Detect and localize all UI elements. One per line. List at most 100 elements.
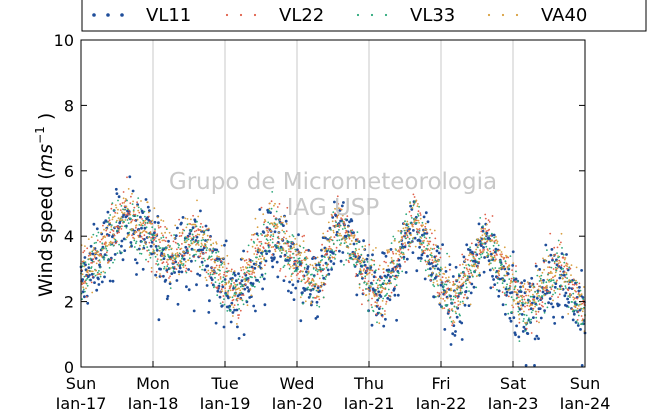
data-point (537, 300, 540, 302)
data-point (93, 281, 96, 284)
data-point (199, 266, 201, 268)
data-point (477, 265, 479, 268)
data-point (238, 308, 241, 310)
data-point (528, 308, 530, 311)
data-point (394, 278, 397, 281)
data-point (497, 278, 499, 280)
data-point (267, 234, 270, 237)
data-point (280, 252, 283, 254)
data-point (301, 293, 303, 296)
data-point (344, 227, 346, 230)
data-point (267, 231, 270, 234)
data-point (201, 248, 205, 252)
data-point (210, 258, 213, 261)
data-point (267, 227, 270, 230)
data-point (112, 233, 115, 236)
data-point (385, 283, 388, 286)
y-tick-label: 0 (64, 358, 74, 377)
data-point (278, 248, 280, 250)
data-point (410, 223, 413, 226)
data-point (440, 279, 443, 282)
data-point (434, 259, 437, 262)
data-point (405, 233, 408, 236)
data-point (82, 260, 85, 263)
data-point (445, 292, 447, 294)
data-point (543, 309, 546, 312)
data-point (223, 263, 226, 265)
data-point (478, 257, 481, 260)
data-point (552, 254, 555, 257)
data-point (513, 288, 516, 291)
data-point (425, 228, 428, 231)
data-point (204, 259, 206, 262)
data-point (146, 221, 149, 224)
data-point (316, 295, 318, 298)
data-point (287, 245, 290, 247)
legend-marker (515, 13, 519, 17)
data-point (436, 263, 439, 266)
legend-label-VL11: VL11 (146, 5, 191, 26)
data-point (213, 286, 215, 289)
data-point (201, 264, 204, 267)
data-point (166, 294, 170, 298)
watermark: Grupo de Micrometeorologia IAG USP (169, 169, 497, 221)
data-point (568, 266, 571, 269)
data-point (338, 234, 341, 237)
data-point (407, 223, 410, 226)
data-point (144, 222, 147, 224)
data-point (203, 245, 206, 248)
data-point (246, 271, 248, 274)
data-point (179, 263, 182, 266)
data-point (147, 211, 150, 214)
data-point (487, 249, 489, 252)
data-point (341, 251, 345, 254)
data-point (291, 234, 294, 236)
data-point (555, 269, 558, 272)
data-point (580, 307, 583, 310)
data-point (95, 235, 98, 237)
data-point (202, 257, 205, 260)
data-point (570, 274, 572, 276)
data-point (357, 261, 359, 263)
legend-marker (356, 13, 360, 17)
data-point (257, 258, 260, 261)
data-point (145, 226, 148, 229)
data-point (377, 304, 379, 307)
data-point (288, 267, 291, 270)
data-point (281, 229, 284, 232)
data-point (435, 255, 438, 258)
data-point (547, 255, 550, 257)
data-point (237, 317, 240, 319)
data-point (480, 242, 483, 245)
data-point (137, 247, 141, 251)
data-point (312, 266, 315, 269)
data-point (435, 274, 438, 276)
data-point (528, 288, 530, 291)
data-point (318, 289, 322, 293)
data-point (239, 309, 242, 312)
data-point (484, 238, 487, 241)
data-point (357, 240, 360, 243)
data-point (249, 288, 252, 291)
data-point (451, 284, 454, 286)
data-point (295, 254, 298, 256)
data-point (465, 243, 469, 247)
data-point (88, 279, 91, 281)
data-point (424, 259, 427, 262)
data-point (366, 254, 370, 257)
data-point (400, 232, 402, 235)
x-tick-date-label: Jan-23 (487, 394, 539, 409)
data-point (275, 246, 279, 249)
data-point (136, 218, 139, 221)
data-point (271, 265, 275, 269)
data-point (302, 286, 305, 290)
data-point (229, 296, 232, 299)
data-point (165, 269, 169, 272)
data-point (324, 254, 326, 256)
data-point (426, 244, 429, 247)
data-point (523, 283, 526, 285)
data-point (553, 289, 556, 292)
data-point (404, 242, 406, 244)
data-point (164, 255, 167, 258)
data-point (521, 303, 525, 307)
